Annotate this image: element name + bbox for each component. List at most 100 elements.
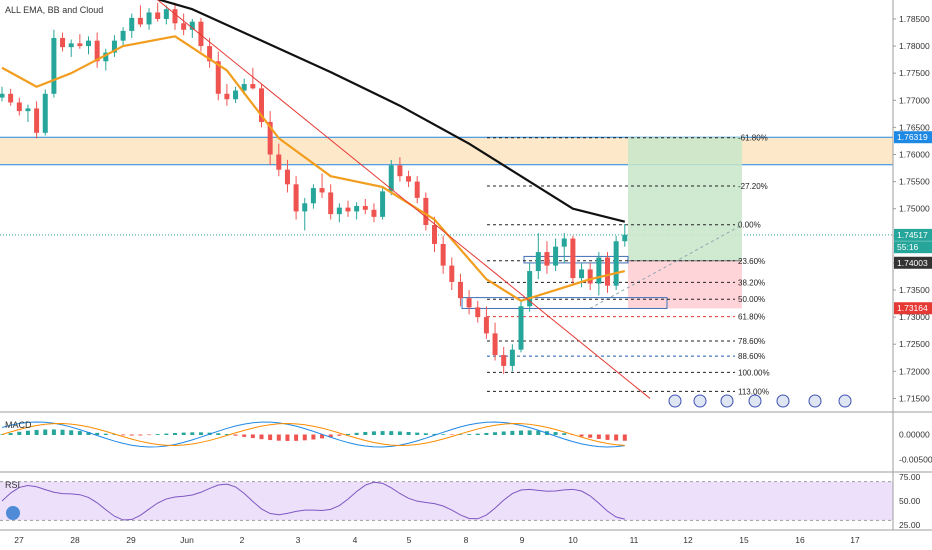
x-tick-label: 16: [795, 535, 805, 545]
price-tag-label: 1.73164: [897, 303, 928, 313]
candle-body: [345, 207, 351, 212]
y-tick-label: 1.75500: [899, 177, 930, 187]
macd-histogram-bar: [475, 433, 480, 435]
macd-histogram-bar: [320, 434, 325, 439]
ema-200-line: [156, 0, 626, 223]
macd-histogram-bar: [95, 432, 100, 435]
indicator-lines: [1, 0, 651, 399]
candle-body: [224, 93, 230, 100]
macd-histogram-bar: [588, 434, 593, 438]
candle-body: [137, 17, 143, 25]
candle-body: [475, 307, 481, 318]
candle-body: [544, 252, 550, 266]
candle-body: [302, 203, 308, 212]
macd-histogram-bar: [43, 429, 48, 435]
event-marker-icon: [748, 394, 762, 408]
ema-50-line: [1, 35, 626, 302]
candle-body: [561, 238, 567, 247]
fib-level-label: 100.00%: [738, 368, 770, 377]
rsi-label[interactable]: RSI: [5, 480, 20, 490]
y-tick-label: 1.78500: [899, 14, 930, 24]
range-box: [461, 297, 668, 309]
candle-body: [181, 23, 187, 30]
macd-histogram-bar: [112, 434, 117, 435]
candle-body: [25, 108, 31, 112]
price-tag: [894, 228, 932, 241]
macd-histogram-bar: [268, 434, 273, 441]
price-tag: [894, 256, 932, 269]
price-tag-label: 1.76319: [897, 132, 928, 142]
candle-body: [605, 257, 610, 286]
candle-body: [198, 21, 204, 47]
candle-body: [163, 9, 169, 19]
macd-histogram-bar: [415, 432, 420, 435]
candle-body: [94, 40, 100, 62]
fib-level-label: -27.20%: [738, 182, 768, 191]
x-tick-label: 17: [850, 535, 860, 545]
macd-histogram-bar: [562, 433, 567, 435]
macd-histogram-bar: [536, 430, 541, 435]
macd-histogram-bar: [527, 430, 532, 435]
fib-level-label: 23.60%: [738, 257, 765, 266]
y-tick-label: 1.75000: [899, 204, 930, 214]
range-box: [523, 255, 629, 264]
macd-histogram-bar: [17, 431, 22, 435]
macd-histogram-bar: [432, 433, 437, 435]
price-tag: [894, 241, 932, 254]
macd-histogram-bar: [389, 431, 394, 435]
candle-body: [414, 181, 420, 198]
candle-body: [129, 17, 135, 31]
candle-body: [570, 238, 576, 279]
candle-body: [42, 93, 48, 133]
tradingview-logo-icon: [6, 506, 20, 520]
event-marker-icon: [776, 394, 790, 408]
macd-histogram-bar: [449, 434, 454, 436]
fib-level-label: 78.60%: [738, 337, 765, 346]
candle-body: [51, 37, 57, 94]
macd-histogram-bar: [354, 432, 359, 435]
y-tick-label: 1.77000: [899, 95, 930, 105]
fib-retracement[interactable]: -61.80% -27.20% 0.00% 23.60% 38.20% 50.00% 61.…: [487, 134, 770, 397]
y-tick-label: 1.77500: [899, 68, 930, 78]
macd-histogram-bar: [346, 433, 350, 435]
macd-label[interactable]: MACD: [5, 420, 32, 430]
zones: [0, 136, 893, 309]
macd-histogram-bar: [198, 432, 203, 435]
y-tick-label: 1.72000: [899, 366, 930, 376]
macd-histogram-bar: [138, 434, 143, 436]
candle-body: [319, 188, 325, 193]
macd-histogram-bar: [147, 434, 152, 436]
macd-histogram-bar: [69, 430, 74, 435]
candle-body: [310, 188, 316, 204]
candle-body: [440, 243, 446, 266]
candle-body: [423, 197, 429, 225]
candle-body: [328, 192, 334, 215]
y-tick-label: 1.76000: [899, 150, 930, 160]
candle-body: [371, 209, 377, 217]
x-tick-label: 11: [630, 535, 639, 545]
candle-body: [16, 102, 22, 112]
macd-histogram-bar: [173, 433, 177, 435]
candle-body: [613, 241, 619, 286]
fib-level-label: 38.20%: [738, 278, 765, 287]
y-tick-label: 1.76500: [899, 122, 930, 132]
macd-histogram-bar: [8, 433, 13, 435]
x-tick-label: 10: [568, 535, 578, 545]
candle-body: [276, 154, 282, 170]
supply-zone: [0, 137, 893, 165]
candle-body: [215, 61, 221, 94]
macd-histogram-bar: [328, 434, 333, 438]
event-marker-icon: [720, 394, 734, 408]
x-tick-label: 28: [70, 535, 80, 545]
event-marker-icon: [808, 394, 822, 408]
macd-line: [1, 421, 625, 448]
macd-histogram-bar: [242, 434, 247, 437]
macd-histogram-bar: [510, 430, 515, 435]
indicator-label[interactable]: ALL EMA, BB and Cloud: [5, 5, 103, 15]
macd-histogram-bar: [181, 432, 186, 435]
fib-level-label: 88.60%: [738, 352, 765, 361]
macd-histogram-bar: [77, 431, 82, 435]
candle-body: [362, 206, 368, 210]
